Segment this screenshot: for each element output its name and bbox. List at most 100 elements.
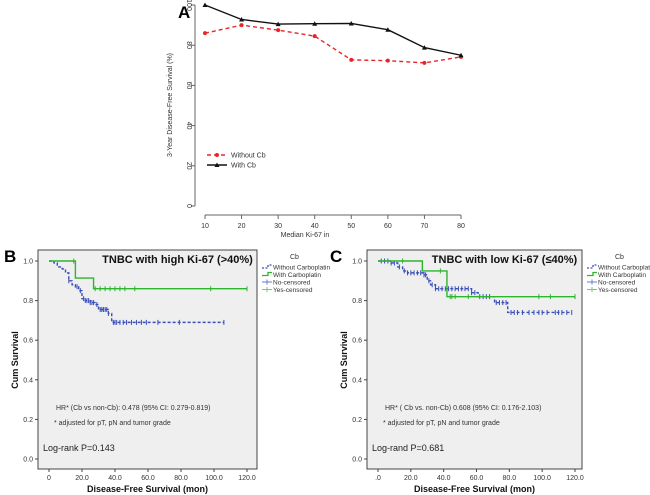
x-tick-label: 50 (347, 223, 355, 230)
legend-title: Cb (290, 254, 299, 261)
y-tick-label: 0.6 (352, 338, 362, 345)
x-tick-label: 60.0 (470, 475, 484, 482)
panel-letter-c: C (330, 247, 342, 266)
legend-label: With Cb (231, 163, 256, 170)
chart-title: TNBC with low Ki-67 (≤40%) (432, 254, 578, 266)
y-tick-label: 0.8 (23, 298, 33, 305)
panel-letter-b: B (4, 247, 16, 266)
x-tick-label: 40.0 (437, 475, 451, 482)
x-tick-label: 120.0 (566, 475, 584, 482)
series-line-0 (204, 24, 462, 64)
data-point (203, 31, 207, 36)
y-tick-label: 0.6 (23, 338, 33, 345)
data-point (348, 20, 354, 26)
x-axis-label: Median Ki-67 in (281, 232, 330, 239)
data-point (239, 23, 244, 28)
data-point (349, 57, 354, 62)
annotation: HR* ( Cb vs. non-Cb) 0.608 (95% CI: 0.17… (385, 405, 541, 412)
annotation: HR* (Cb vs non-Cb): 0.478 (95% CI: 0.279… (56, 405, 210, 412)
legend-swatch (587, 271, 597, 277)
x-axis-label: Disease-Free Survival (mon) (87, 484, 208, 494)
y-tick-label: 0.8 (352, 298, 362, 305)
y-tick-label: 1.0 (23, 259, 33, 266)
km-curve-1 (49, 260, 247, 290)
x-tick-label: 100.0 (533, 475, 551, 482)
x-tick-label: 80.0 (174, 475, 188, 482)
x-tick-label: 60.0 (141, 475, 155, 482)
legend-marker (214, 162, 220, 167)
x-tick-label: 40 (311, 223, 319, 230)
x-tick-label: 80.0 (503, 475, 517, 482)
data-point (385, 58, 390, 63)
x-tick-label: 20.0 (404, 475, 418, 482)
x-tick-label: 40.0 (108, 475, 122, 482)
x-tick-label: 80 (457, 223, 465, 230)
x-tick-label: 20.0 (75, 475, 89, 482)
annotation: Log-rank P=0.143 (43, 443, 115, 453)
y-tick-label: 0.0 (352, 457, 362, 464)
legend-label: Without Cb (231, 153, 266, 160)
legend-label: Yes-censored (598, 287, 638, 294)
data-point (239, 16, 245, 22)
y-tick-label: 80 (185, 41, 192, 49)
panel-letter-a: A (178, 3, 190, 22)
legend-label: Yes-censored (273, 287, 313, 294)
y-tick-label: 60 (185, 82, 192, 90)
annotation: * adjusted for pT, pN and tumor grade (54, 420, 171, 427)
x-tick-label: 100.0 (205, 475, 223, 482)
chart-title: TNBC with high Ki-67 (>40%) (102, 254, 253, 266)
panel-b-chart: 0.0 0.2 0.4 0.6 0.8 1.0 0 20.0 40.0 60.0 80.0 100.0… (10, 249, 330, 494)
data-point (422, 60, 427, 65)
data-point (458, 52, 464, 58)
y-axis-label: Cum Survival (10, 331, 20, 389)
y-tick-label: 1.0 (352, 259, 362, 266)
annotation: * adjusted for pT, pN and tumor grade (383, 420, 500, 427)
y-tick-label: 100 (185, 0, 192, 11)
x-tick-label: 20 (238, 223, 246, 230)
legend-label: With Carboplatin (598, 272, 646, 279)
y-axis-label: Cum Survival (339, 331, 349, 389)
x-tick-label: 30 (274, 223, 282, 230)
data-point (312, 21, 318, 26)
x-tick-label: 60 (384, 223, 392, 230)
legend-label: Without Carboplatin (273, 265, 330, 272)
y-tick-label: 40 (185, 122, 192, 130)
x-tick-label: 10 (201, 223, 209, 230)
legend-label: No-censored (273, 280, 311, 287)
y-tick-label: 0.4 (23, 377, 33, 384)
legend-marker (215, 153, 219, 157)
x-tick-label: .0 (375, 475, 381, 482)
panel-c-chart: 0.0 0.2 0.4 0.6 0.8 1.0 .0 20.0 40.0 60.0 80.0 100.… (339, 249, 650, 494)
panel-a-chart: 0 20 40 60 80 100 10 20 30 40 50 60 70 80 Median Ki-67… (167, 0, 465, 239)
y-tick-label: 0.2 (23, 417, 33, 424)
data-point (276, 28, 281, 33)
x-tick-label: 120.0 (238, 475, 256, 482)
data-point (421, 45, 427, 50)
y-tick-label: 0.0 (23, 457, 33, 464)
y-tick-label: 0.2 (352, 417, 362, 424)
y-tick-label: 0 (185, 204, 192, 208)
series-line-1 (204, 4, 462, 56)
legend-label: Without Carboplatin (598, 265, 650, 272)
legend-swatch (262, 271, 272, 277)
annotation: Log-rand P=0.681 (372, 443, 444, 453)
y-axis-label: 3-Year Disease-Free Survival (%) (167, 53, 174, 157)
legend-title: Cb (615, 254, 624, 261)
legend-swatch (262, 264, 272, 269)
y-tick-label: 20 (185, 162, 192, 170)
km-curve-0 (49, 260, 224, 324)
y-tick-label: 0.4 (352, 377, 362, 384)
legend-swatch (587, 264, 597, 269)
legend-label: With Carboplatin (273, 272, 321, 279)
plot-area (37, 249, 258, 470)
data-point (275, 21, 281, 27)
plot-area (366, 249, 583, 470)
legend-label: No-censored (598, 280, 636, 287)
data-point (312, 34, 317, 39)
data-point (202, 2, 208, 7)
x-tick-label: 0 (47, 475, 51, 482)
x-axis-label: Disease-Free Survival (mon) (414, 484, 535, 494)
x-tick-label: 70 (421, 223, 429, 230)
data-point (385, 27, 391, 32)
